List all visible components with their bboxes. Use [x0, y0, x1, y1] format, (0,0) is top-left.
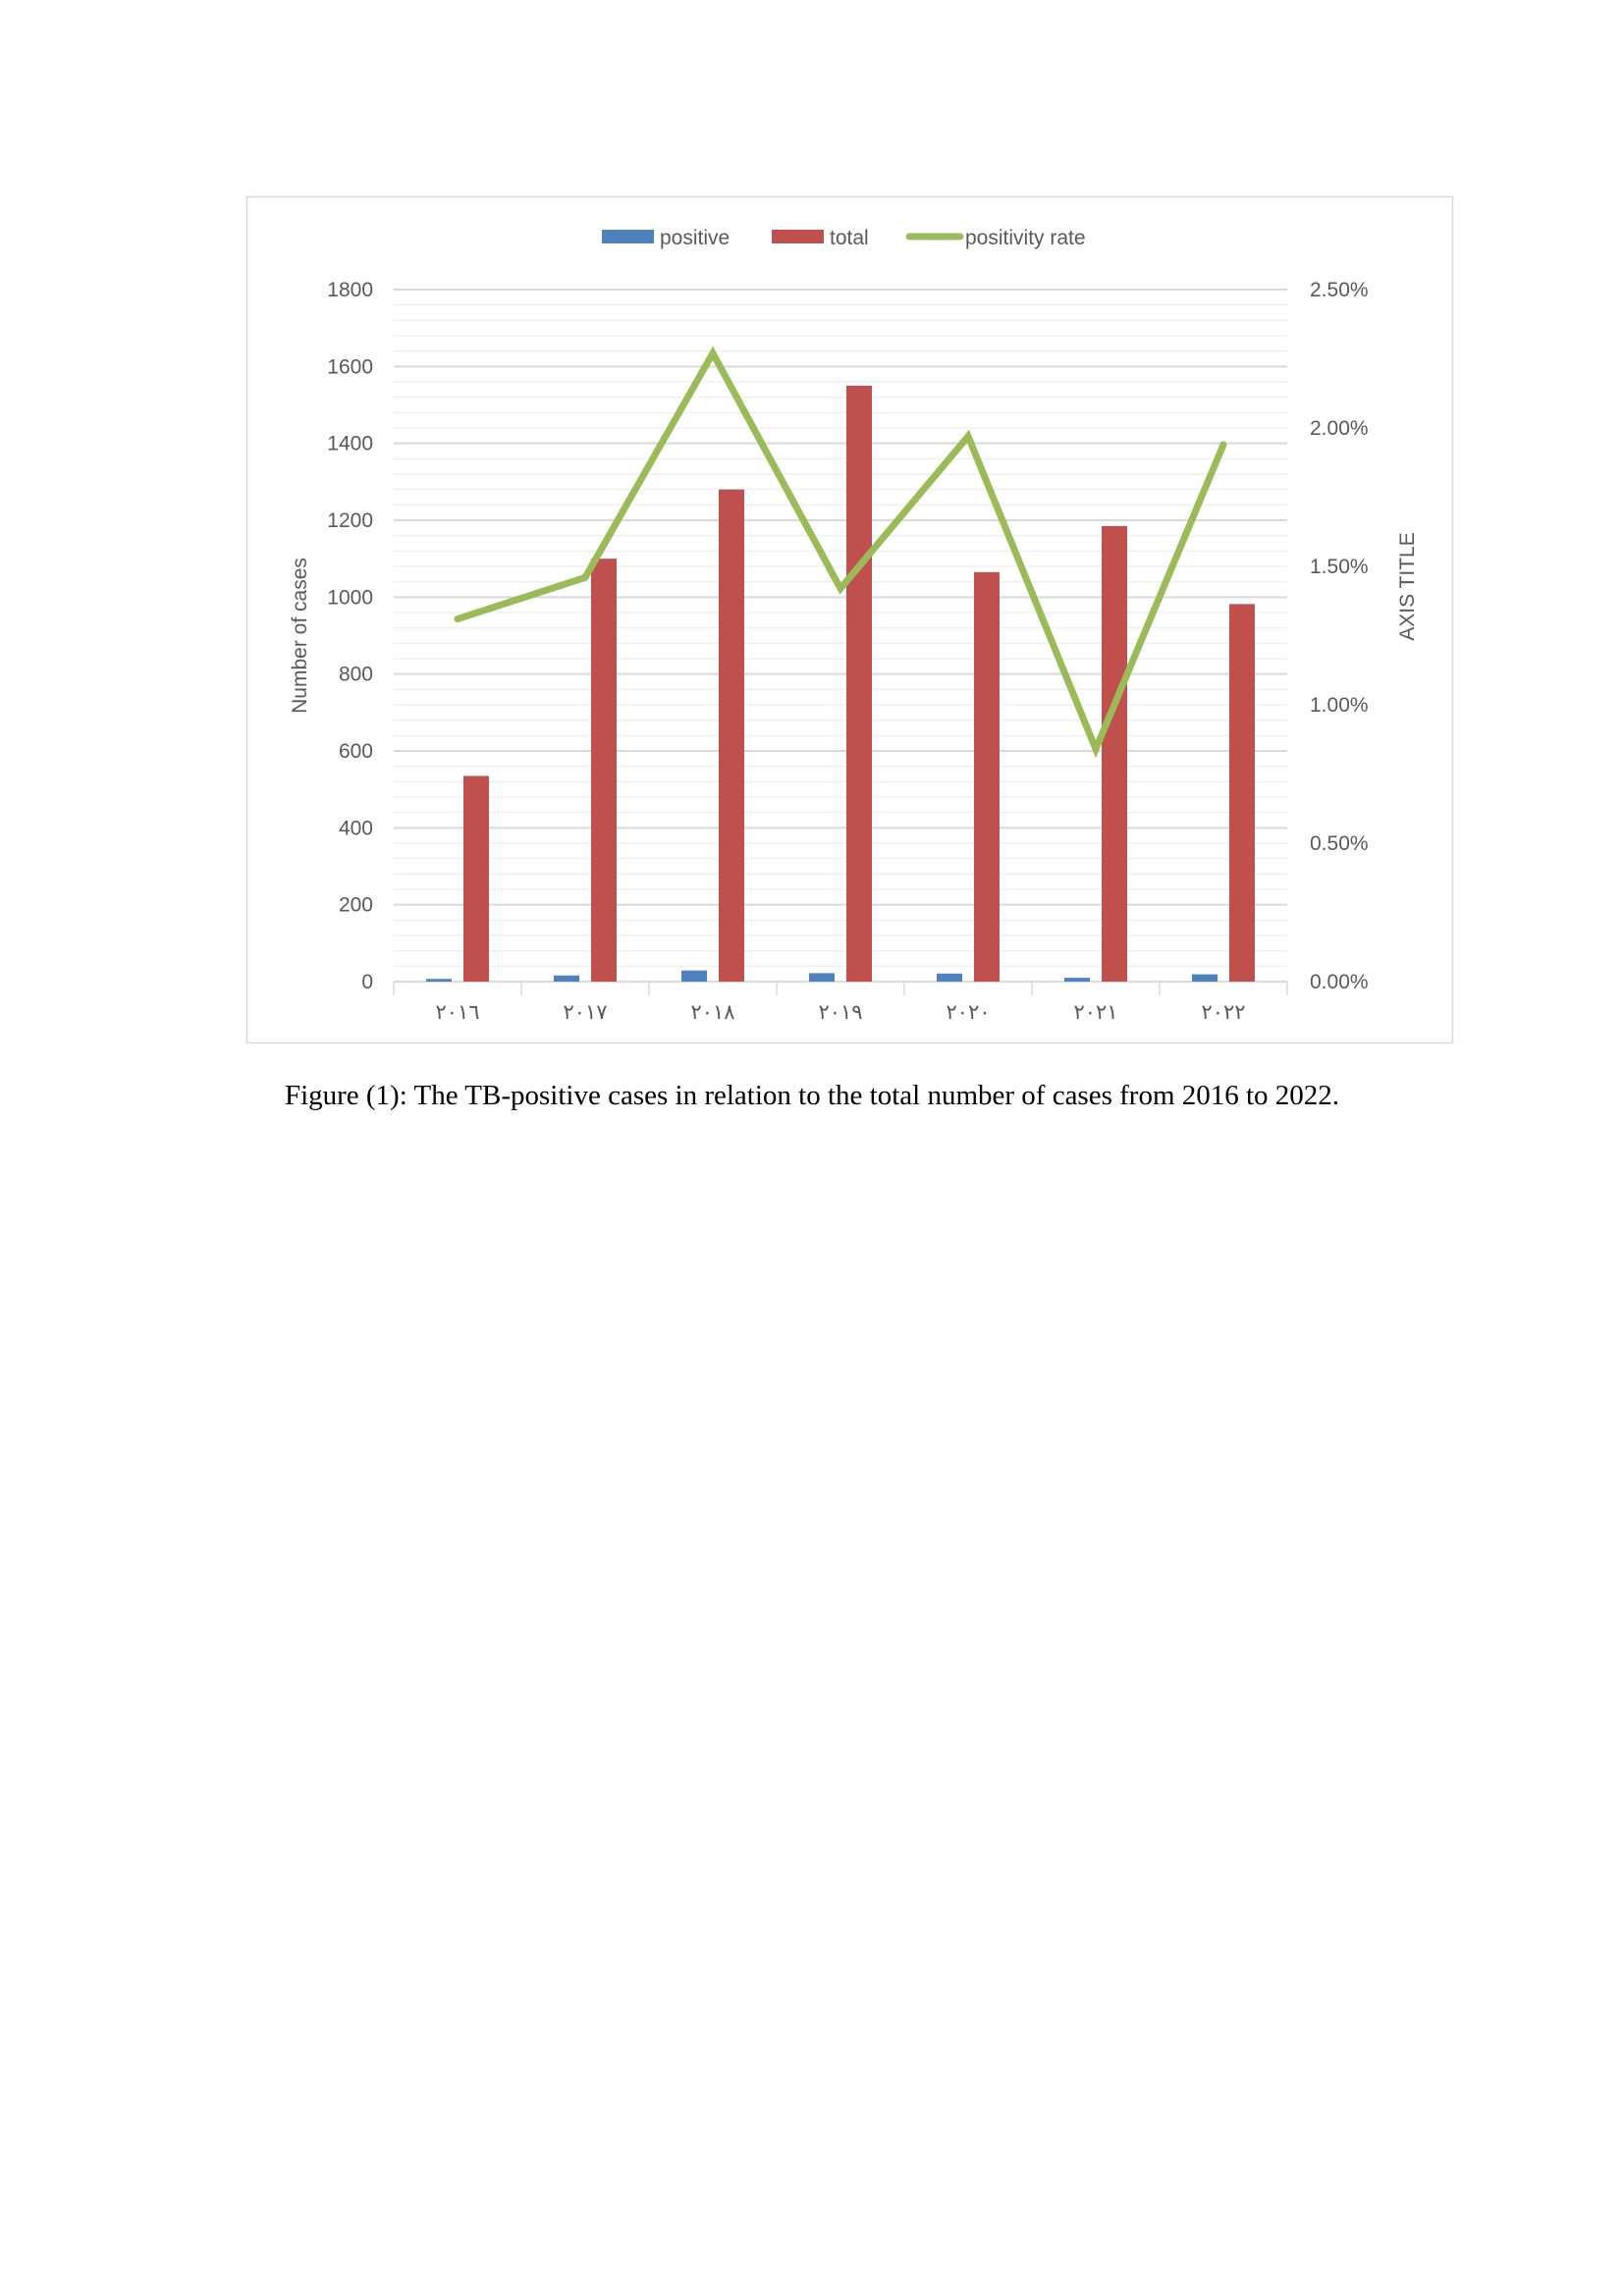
line-positivity-rate: [454, 346, 1227, 759]
x-tick-label: ٢٠١٦: [435, 1001, 479, 1024]
y-tick-label: 1800: [327, 279, 373, 301]
y-axis-title: Number of cases: [289, 558, 311, 714]
bar-positive: [426, 979, 452, 982]
y-tick-label: 1600: [327, 355, 373, 378]
legend-label-total: total: [830, 227, 869, 249]
bar-positive: [937, 973, 962, 982]
bar-positive: [554, 975, 579, 982]
x-tick-label: ٢٠٢٠: [946, 1001, 990, 1024]
figure-caption: Figure (1): The TB-positive cases in rel…: [284, 1080, 1340, 1111]
x-tick-label: ٢٠٢١: [1073, 1001, 1117, 1024]
y2-tick-label: 2.50%: [1310, 279, 1369, 301]
x-tick-label: ٢٠١٨: [690, 1001, 734, 1024]
y-tick-label: 1400: [327, 433, 373, 455]
x-tick-label: ٢٠٢٢: [1201, 1001, 1245, 1024]
y-tick-label: 800: [339, 664, 373, 686]
bar-total: [1229, 604, 1255, 982]
bar-total: [591, 559, 617, 982]
bar-positive: [1192, 974, 1218, 982]
y-tick-label: 200: [339, 894, 373, 917]
x-tick-label: ٢٠١٧: [563, 1001, 607, 1024]
y2-tick-label: 2.00%: [1310, 417, 1369, 440]
bar-total: [1102, 525, 1127, 982]
y2-tick-label: 0.00%: [1310, 971, 1369, 993]
y2-axis-title: AXIS TITLE: [1396, 532, 1419, 641]
legend-label-positivity-rate: positivity rate: [965, 227, 1086, 249]
bar-positive: [1064, 978, 1090, 982]
y-tick-label: 1000: [327, 586, 373, 609]
y-tick-label: 600: [339, 740, 373, 763]
legend-swatch-positive: [602, 230, 654, 243]
bar-total: [719, 489, 744, 982]
y2-tick-label: 1.50%: [1310, 556, 1369, 578]
bar-total: [463, 775, 489, 982]
bar-total: [974, 571, 1000, 982]
y2-tick-label: 0.50%: [1310, 832, 1369, 855]
x-tick-label: ٢٠١٩: [818, 1001, 862, 1024]
bar-positive: [681, 970, 707, 982]
bar-total: [846, 385, 872, 983]
bar-positive: [809, 973, 835, 982]
legend-label-positive: positive: [660, 227, 730, 249]
y-tick-label: 1200: [327, 509, 373, 532]
y2-tick-label: 1.00%: [1310, 694, 1369, 717]
y-tick-label: 400: [339, 817, 373, 839]
y-tick-label: 0: [361, 971, 373, 993]
legend-swatch-total: [772, 230, 824, 243]
